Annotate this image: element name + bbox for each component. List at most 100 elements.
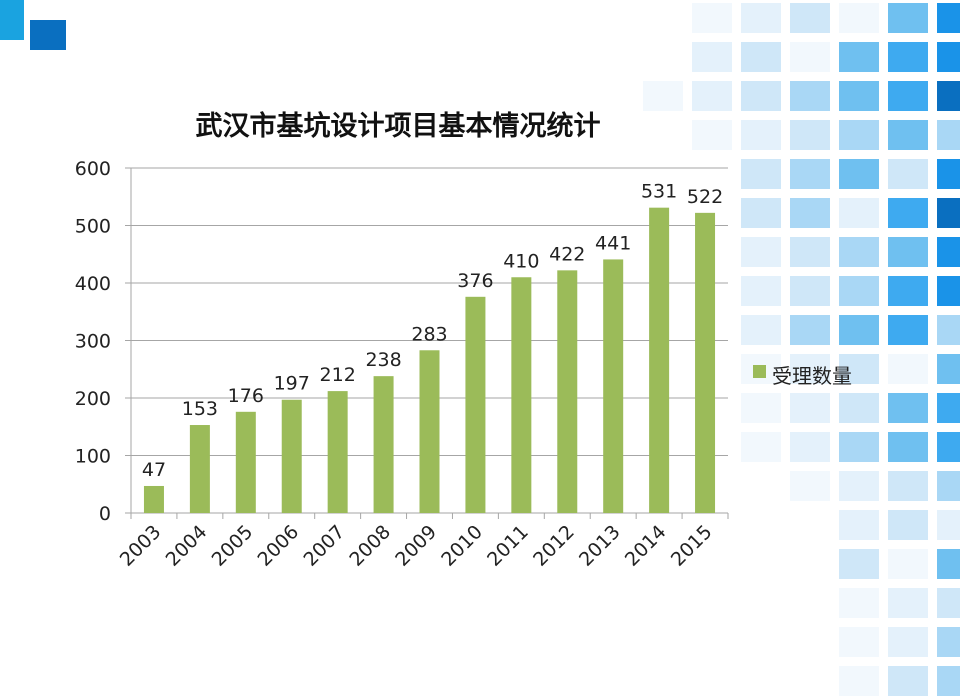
decorative-tile	[839, 354, 879, 384]
decorative-tile	[937, 81, 960, 111]
decorative-tile	[888, 81, 928, 111]
y-tick-label: 100	[75, 446, 111, 468]
decorative-tile	[790, 471, 830, 501]
decorative-tile	[839, 432, 879, 462]
decorative-tile	[888, 198, 928, 228]
decorative-tile	[888, 432, 928, 462]
bar	[465, 296, 486, 513]
data-label: 197	[274, 373, 310, 395]
decorative-tile	[937, 471, 960, 501]
data-label: 283	[411, 323, 447, 345]
decorative-tile	[741, 393, 781, 423]
data-label: 176	[228, 385, 264, 407]
decorative-tile	[839, 3, 879, 33]
decorative-tile	[937, 315, 960, 345]
decorative-tile	[937, 588, 960, 618]
decorative-tile	[790, 3, 830, 33]
chart-title: 武汉市基坑设计项目基本情况统计	[196, 110, 601, 142]
decorative-tile	[888, 237, 928, 267]
decorative-tile	[741, 198, 781, 228]
decorative-tile	[741, 81, 781, 111]
decorative-tile	[888, 354, 928, 384]
decorative-tile	[888, 510, 928, 540]
decorative-tile	[937, 159, 960, 189]
legend-swatch	[753, 365, 766, 378]
decorative-tile	[692, 120, 732, 150]
bar	[603, 259, 624, 513]
x-tick-label: 2003	[116, 521, 166, 571]
decorative-tile	[790, 237, 830, 267]
legend-label: 受理数量	[772, 364, 852, 388]
decorative-tile	[790, 393, 830, 423]
bar	[373, 376, 394, 513]
decorative-tile	[741, 42, 781, 72]
decorative-tile	[839, 627, 879, 657]
corner-accent-block-dark	[30, 20, 66, 50]
decorative-tile	[839, 198, 879, 228]
decorative-tile	[790, 432, 830, 462]
decorative-tile	[692, 42, 732, 72]
decorative-tile	[790, 159, 830, 189]
x-tick-label: 2005	[208, 521, 258, 571]
data-label: 441	[595, 232, 631, 254]
y-tick-label: 0	[99, 503, 111, 525]
decorative-tile	[839, 276, 879, 306]
bars	[143, 207, 716, 514]
decorative-tile	[790, 315, 830, 345]
x-tick-label: 2009	[391, 521, 441, 571]
x-tick-label: 2006	[254, 521, 304, 571]
x-tick-label: 2007	[299, 521, 349, 571]
decorative-tile	[888, 3, 928, 33]
decorative-tile	[839, 237, 879, 267]
data-label: 531	[641, 181, 677, 203]
decorative-tile	[741, 3, 781, 33]
x-tick-label: 2008	[345, 521, 395, 571]
decorative-tile	[937, 432, 960, 462]
decorative-tile	[937, 393, 960, 423]
decorative-tile	[741, 432, 781, 462]
decorative-tile	[888, 471, 928, 501]
decorative-tile	[888, 42, 928, 72]
x-tick-label: 2012	[529, 521, 579, 571]
data-label: 238	[365, 349, 401, 371]
decorative-tile	[839, 471, 879, 501]
decorative-tile	[790, 198, 830, 228]
decorative-tile	[839, 588, 879, 618]
bar	[235, 411, 256, 513]
data-label: 422	[549, 243, 585, 265]
y-tick-label: 300	[75, 331, 111, 353]
decorative-tile	[937, 510, 960, 540]
decorative-tile	[643, 81, 683, 111]
decorative-tile	[692, 81, 732, 111]
decorative-tile	[937, 354, 960, 384]
decorative-tile	[937, 3, 960, 33]
data-label: 153	[182, 398, 218, 420]
bar	[695, 212, 716, 513]
decorative-tile	[741, 315, 781, 345]
decorative-tile	[937, 627, 960, 657]
x-tick-label: 2011	[483, 521, 533, 571]
decorative-tile	[888, 627, 928, 657]
decorative-tile	[839, 81, 879, 111]
bar	[327, 391, 348, 513]
data-label: 410	[503, 250, 539, 272]
data-labels: 47 153 176 197 212 238 283 376 410 422 441 531 522	[142, 181, 723, 481]
y-tick-label: 600	[75, 158, 111, 180]
decorative-tile	[937, 276, 960, 306]
bar	[189, 425, 210, 513]
y-tick-label: 200	[75, 388, 111, 410]
decorative-tile	[839, 120, 879, 150]
decorative-tile	[937, 237, 960, 267]
bar	[649, 207, 670, 514]
bar	[419, 350, 440, 513]
decorative-tile	[937, 120, 960, 150]
y-tick-label: 400	[75, 273, 111, 295]
bar	[281, 399, 302, 513]
decorative-tile	[741, 276, 781, 306]
y-tick-label: 500	[75, 216, 111, 238]
decorative-tile	[888, 276, 928, 306]
decorative-tile	[790, 354, 830, 384]
x-tick-label: 2004	[162, 521, 212, 571]
